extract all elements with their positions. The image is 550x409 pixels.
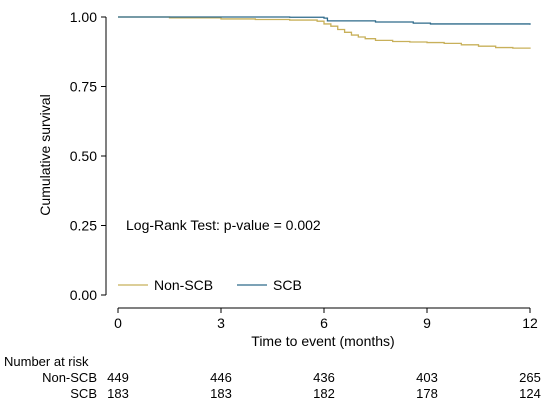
y-tick-label: 0.75 — [70, 79, 97, 95]
risk-cell: 183 — [210, 386, 232, 401]
x-tick-label: 9 — [423, 315, 431, 331]
risk-cell: 265 — [519, 370, 541, 385]
x-axis-label: Time to event (months) — [251, 333, 394, 349]
x-tick-label: 3 — [217, 315, 225, 331]
risk-cell: 183 — [107, 386, 129, 401]
x-tick-label: 0 — [114, 315, 122, 331]
legend-label-non-scb: Non-SCB — [154, 277, 213, 293]
risk-cell: 436 — [313, 370, 335, 385]
series-layer — [118, 16, 531, 49]
legend-label-scb: SCB — [273, 277, 302, 293]
risk-row-label: Non-SCB — [42, 370, 97, 385]
series-line-scb — [118, 16, 531, 25]
y-tick-label: 1.00 — [70, 9, 97, 25]
legend: Non-SCB SCB — [118, 277, 302, 293]
y-tick-label: 0.50 — [70, 148, 97, 164]
risk-cell: 449 — [107, 370, 129, 385]
y-axis-label: Cumulative survival — [37, 94, 53, 215]
y-tick-label: 0.25 — [70, 218, 97, 234]
risk-cell: 446 — [210, 370, 232, 385]
risk-table-title: Number at risk — [4, 354, 89, 369]
axes: 0.00 0.25 0.50 0.75 1.00 0 3 6 9 12 — [70, 9, 538, 331]
risk-cell: 124 — [519, 386, 541, 401]
series-line-non-scb — [118, 16, 531, 49]
y-tick-label: 0.00 — [70, 287, 97, 303]
logrank-annotation: Log-Rank Test: p-value = 0.002 — [126, 217, 321, 233]
risk-cell: 403 — [416, 370, 438, 385]
risk-cell: 182 — [313, 386, 335, 401]
risk-cell: 178 — [416, 386, 438, 401]
x-tick-label: 6 — [320, 315, 328, 331]
risk-row-label: SCB — [70, 386, 97, 401]
x-tick-label: 12 — [522, 315, 538, 331]
